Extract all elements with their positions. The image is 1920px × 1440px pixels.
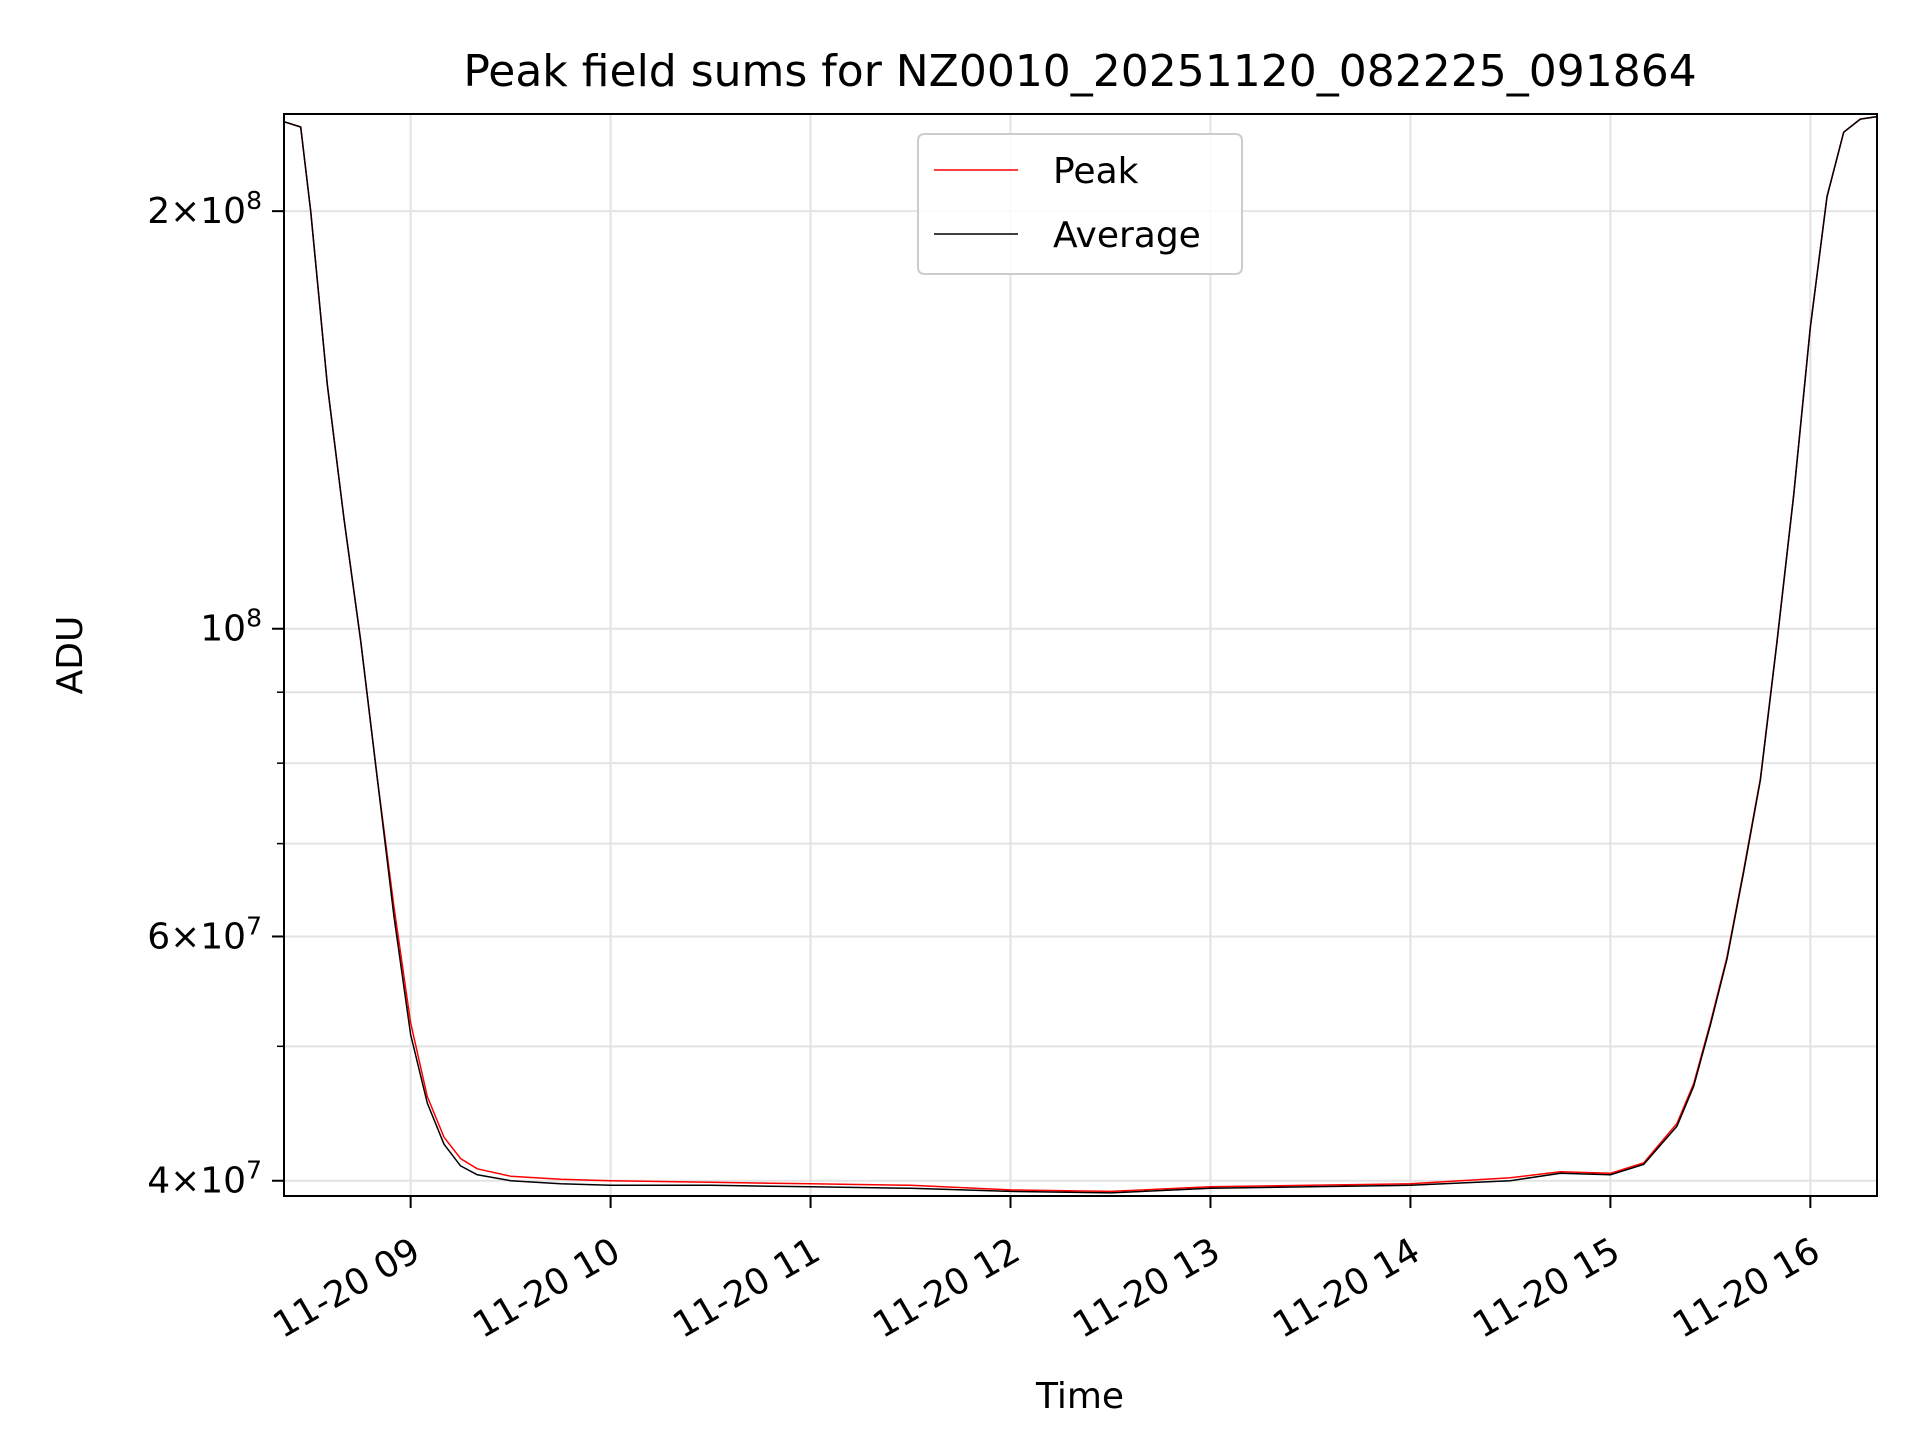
y-axis-label: ADU bbox=[50, 616, 91, 695]
grid bbox=[284, 114, 1877, 1196]
plot-frame bbox=[283, 113, 1878, 1197]
series-lines bbox=[284, 115, 1877, 1194]
x-axis-label: Time bbox=[1035, 1376, 1124, 1417]
legend-box bbox=[917, 133, 1243, 275]
legend-label-peak: Peak bbox=[1053, 151, 1139, 192]
y-tick-label: 2×108 bbox=[147, 186, 262, 232]
series-line-average bbox=[284, 115, 1877, 1194]
chart-title: Peak field sums for NZ0010_20251120_0822… bbox=[463, 46, 1696, 97]
y-tick-label: 6×107 bbox=[147, 911, 262, 957]
y-tick-label: 4×107 bbox=[147, 1156, 262, 1202]
legend-label-average: Average bbox=[1053, 215, 1201, 256]
y-tick-label: 108 bbox=[200, 604, 262, 650]
legend: Peak Average bbox=[917, 133, 1243, 275]
